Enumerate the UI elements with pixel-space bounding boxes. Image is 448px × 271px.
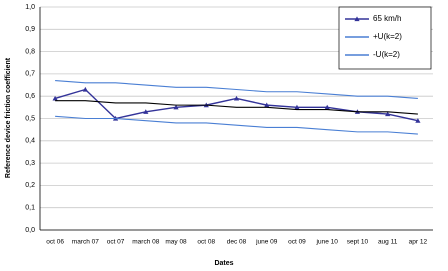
y-tick-label: 0,8 bbox=[25, 48, 35, 55]
x-tick-label: oct 08 bbox=[197, 239, 215, 246]
legend-label: +U(k=2) bbox=[373, 32, 402, 41]
legend-marker bbox=[354, 16, 360, 22]
y-tick-label: 0,2 bbox=[25, 182, 35, 189]
x-tick-label: oct 09 bbox=[288, 239, 306, 246]
series-line bbox=[55, 115, 418, 135]
x-tick-label: sept 10 bbox=[347, 239, 369, 246]
x-tick-label: march 08 bbox=[132, 239, 159, 246]
data-point bbox=[415, 118, 421, 123]
y-tick-label: 1,0 bbox=[25, 4, 35, 11]
legend-box bbox=[338, 6, 432, 70]
x-tick-label: apr 12 bbox=[409, 239, 428, 246]
x-tick-label: oct 07 bbox=[107, 239, 125, 246]
y-axis-label: Reference device friction coefficient bbox=[5, 57, 12, 178]
y-tick-label: 0,5 bbox=[25, 115, 35, 122]
x-tick-label: march 07 bbox=[72, 239, 99, 246]
legend-label: 65 km/h bbox=[373, 14, 401, 23]
data-point bbox=[82, 86, 88, 92]
x-tick-label: june 10 bbox=[316, 239, 339, 246]
data-point bbox=[324, 104, 330, 110]
series-line bbox=[55, 80, 418, 99]
series-line bbox=[54, 88, 419, 122]
x-axis-label: Dates bbox=[214, 260, 233, 267]
y-tick-label: 0,0 bbox=[25, 227, 35, 234]
x-tick-label: june 09 bbox=[255, 239, 278, 246]
y-tick-label: 0,7 bbox=[25, 71, 35, 78]
data-point bbox=[294, 104, 300, 110]
y-tick-label: 0,3 bbox=[25, 160, 35, 167]
y-tick-label: 0,4 bbox=[25, 138, 35, 145]
data-point bbox=[52, 95, 58, 101]
x-tick-label: aug 11 bbox=[378, 239, 398, 246]
x-tick-label: oct 06 bbox=[46, 239, 64, 246]
data-point bbox=[264, 102, 270, 108]
y-tick-label: 0,6 bbox=[25, 93, 35, 100]
y-tick-label: 0,9 bbox=[25, 26, 35, 33]
data-point bbox=[385, 111, 391, 117]
legend-label: -U(k=2) bbox=[373, 50, 400, 59]
data-point bbox=[173, 104, 179, 110]
x-tick-label: may 08 bbox=[165, 239, 187, 246]
x-tick-label: dec 08 bbox=[227, 239, 247, 246]
series-line bbox=[55, 100, 418, 115]
data-point bbox=[143, 109, 149, 114]
data-point bbox=[233, 95, 240, 101]
y-tick-label: 0,1 bbox=[25, 205, 35, 212]
